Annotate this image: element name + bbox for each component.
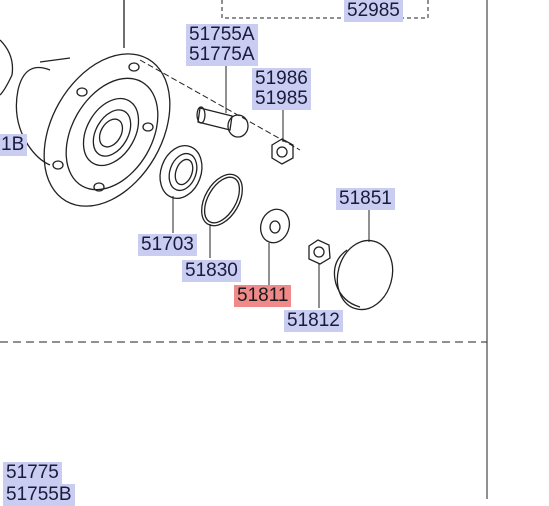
snap-ring [201,173,243,258]
lock-nut [308,239,331,308]
part-label-1b[interactable]: 1B [0,134,28,156]
bolt-guide [139,59,301,151]
washer [259,208,291,285]
hub-cap [333,208,394,311]
part-label-51775[interactable]: 51775 [3,462,62,484]
part-label-51811-selected[interactable]: 51811 [234,285,292,307]
part-label-51986[interactable]: 51986 [252,68,311,90]
part-label-51755b[interactable]: 51755B [3,484,75,506]
part-label-51775a[interactable]: 51775A [186,44,258,66]
wheel-nut [271,108,294,165]
part-label-51851[interactable]: 51851 [336,188,395,210]
part-label-52985[interactable]: 52985 [344,0,403,22]
part-label-51830[interactable]: 51830 [182,260,241,282]
part-label-51812[interactable]: 51812 [284,310,343,332]
top-dashed-box [221,0,429,19]
hub-flange [0,0,171,207]
part-label-51985[interactable]: 51985 [252,88,311,110]
part-label-51755a[interactable]: 51755A [186,24,258,46]
part-label-51703[interactable]: 51703 [138,234,197,256]
bearing [159,145,203,233]
hub-bolt [196,62,249,138]
